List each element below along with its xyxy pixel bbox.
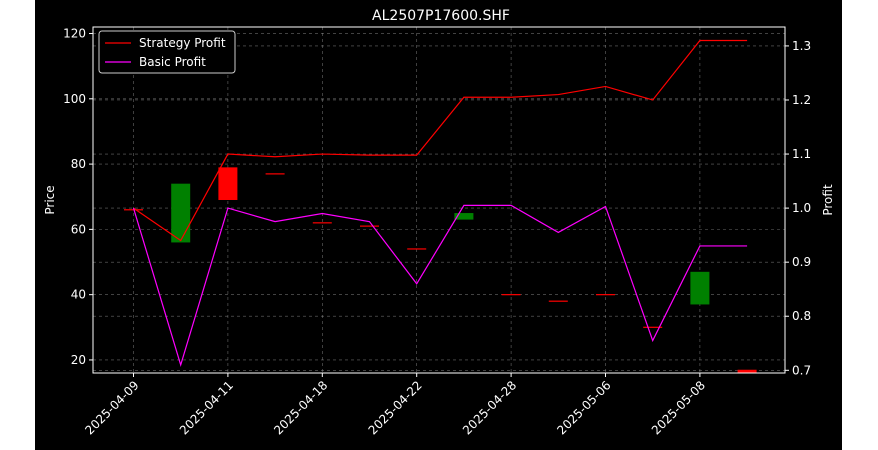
right-tick-label: 0.9	[792, 255, 811, 269]
candle-2025-04-21	[360, 225, 379, 227]
candle-2025-04-28	[501, 294, 521, 296]
left-tick-label: 120	[63, 27, 86, 41]
series-line-basic-profit	[132, 204, 748, 367]
right-tick-label: 0.8	[792, 309, 811, 323]
candles-layer	[124, 167, 757, 373]
legend-label-strategy: Strategy Profit	[139, 36, 226, 50]
right-tick-label: 1.0	[792, 201, 811, 215]
candle-2025-04-23	[454, 213, 474, 220]
right-tick-label: 1.2	[792, 93, 811, 107]
candle-2025-05-08	[690, 271, 710, 305]
right-tick-label: 0.7	[792, 363, 811, 377]
candle-2025-04-10	[171, 183, 191, 243]
left-tick-label: 80	[71, 157, 86, 171]
bottom-tick-label: 2025-04-09	[82, 378, 141, 437]
left-tick-label: 40	[71, 288, 86, 302]
candle-2025-04-14	[265, 173, 285, 175]
right-tick-label: 1.3	[792, 39, 811, 53]
legend-box	[98, 30, 236, 74]
chart-figure: AL2507P17600.SHF 20 40 60 80 100 120 0.7 0.8 0.…	[35, 0, 842, 450]
bottom-tick-label: 2025-04-11	[177, 378, 236, 437]
candle-2025-04-18	[312, 222, 332, 224]
legend-label-basic: Basic Profit	[139, 55, 206, 69]
candle-2025-04-22	[407, 248, 427, 250]
left-axis: 20 40 60 80 100 120	[63, 27, 93, 367]
right-tick-label: 1.1	[792, 147, 811, 161]
candle-2025-04-11	[218, 167, 238, 200]
candle-2025-05-09	[737, 369, 757, 373]
left-tick-label: 100	[63, 92, 86, 106]
bottom-tick-label: 2025-05-08	[649, 378, 708, 437]
candle-2025-05-07	[643, 326, 663, 328]
plot-frame	[92, 26, 786, 374]
left-tick-label: 60	[71, 222, 86, 236]
bottom-tick-label: 2025-04-28	[460, 378, 519, 437]
profit-lines-layer	[132, 39, 748, 367]
bottom-tick-label: 2025-05-06	[554, 378, 613, 437]
bottom-tick-label: 2025-04-22	[366, 378, 425, 437]
candle-2025-05-06	[596, 294, 615, 296]
grid-lines	[93, 27, 785, 373]
left-tick-label: 20	[71, 353, 86, 367]
legend: Strategy Profit Basic Profit	[98, 30, 236, 74]
right-axis-label: Profit	[821, 184, 835, 216]
series-line-strategy-profit	[133, 39, 748, 242]
chart-title: AL2507P17600.SHF	[372, 8, 510, 24]
candle-2025-04-29	[548, 300, 568, 302]
bottom-tick-label: 2025-04-18	[271, 378, 330, 437]
bottom-axis: 2025-04-09 2025-04-11 2025-04-18 2025-04-22…	[82, 373, 708, 437]
right-axis: 0.7 0.8 0.9 1.0 1.1 1.2 1.3	[785, 39, 811, 377]
left-axis-label: Price	[43, 185, 57, 214]
